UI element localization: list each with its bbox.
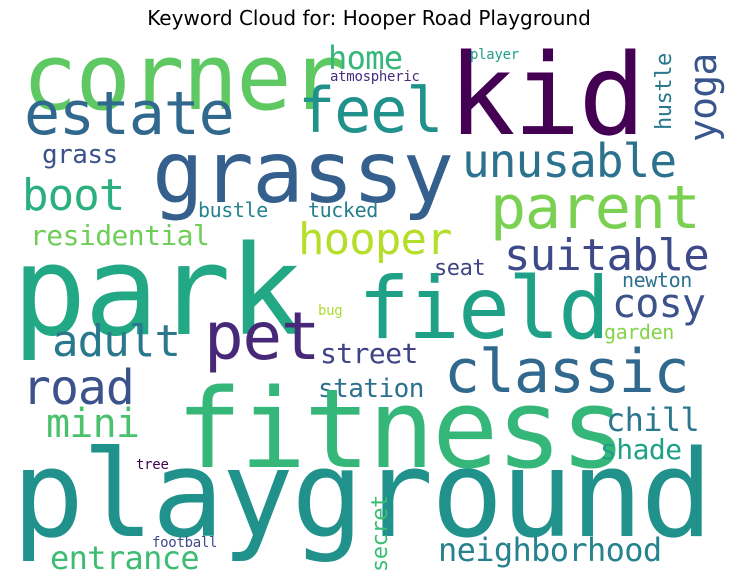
keyword-hustle: hustle bbox=[652, 53, 677, 130]
keyword-football: football bbox=[152, 535, 218, 551]
keyword-feel: feel bbox=[298, 74, 444, 147]
keyword-yoga: yoga bbox=[681, 53, 725, 142]
keyword-street: street bbox=[320, 337, 418, 370]
keyword-corner: corner bbox=[22, 34, 345, 131]
keyword-fitness: fitness bbox=[176, 365, 626, 493]
keyword-kid: kid bbox=[448, 34, 646, 161]
keyword-boot: boot bbox=[22, 170, 125, 221]
keyword-suitable: suitable bbox=[504, 230, 710, 281]
keyword-road: road bbox=[22, 360, 135, 416]
keyword-unusable: unusable bbox=[462, 134, 677, 188]
keyword-garden: garden bbox=[604, 320, 674, 344]
keyword-mini: mini bbox=[46, 401, 140, 447]
keyword-field: field bbox=[358, 259, 610, 359]
keyword-newton: newton bbox=[622, 268, 692, 292]
keyword-park: park bbox=[12, 220, 303, 364]
keyword-neighborhood: neighborhood bbox=[438, 531, 662, 569]
keyword-pet: pet bbox=[204, 298, 321, 375]
keyword-atmospheric: atmospheric bbox=[330, 69, 420, 85]
page-title: Keyword Cloud for: Hooper Road Playgroun… bbox=[147, 6, 591, 30]
keyword-playground: playground bbox=[12, 426, 713, 565]
keyword-cosy: cosy bbox=[612, 281, 706, 327]
keyword-chill: chill bbox=[606, 401, 700, 439]
keyword-hooper: hooper bbox=[298, 214, 453, 265]
keyword-seat: seat bbox=[434, 256, 486, 281]
keyword-parent: parent bbox=[490, 173, 701, 243]
keyword-residential: residential bbox=[30, 219, 210, 252]
keyword-grassy: grassy bbox=[152, 123, 454, 223]
keyword-bustle: bustle bbox=[198, 198, 268, 222]
keyword-station: station bbox=[318, 374, 424, 404]
keyword-tree: tree bbox=[136, 457, 169, 473]
keyword-adult: adult bbox=[52, 316, 181, 367]
keyword-classic: classic bbox=[444, 337, 690, 407]
keyword-estate: estate bbox=[24, 79, 235, 149]
keyword-entrance: entrance bbox=[50, 539, 200, 577]
keyword-home: home bbox=[328, 39, 403, 77]
keyword-shade: shade bbox=[600, 433, 682, 466]
keyword-tucked: tucked bbox=[308, 198, 378, 222]
keyword-bug: bug bbox=[318, 303, 343, 319]
word-cloud: corner kid estate feel grassy home atmospheric… bbox=[12, 34, 728, 578]
keyword-player: player bbox=[470, 47, 519, 63]
keyword-secret: secret bbox=[368, 495, 393, 572]
keyword-grass: grass bbox=[42, 140, 118, 170]
